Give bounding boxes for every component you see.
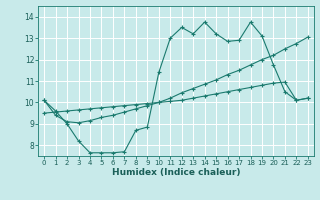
X-axis label: Humidex (Indice chaleur): Humidex (Indice chaleur) (112, 168, 240, 177)
